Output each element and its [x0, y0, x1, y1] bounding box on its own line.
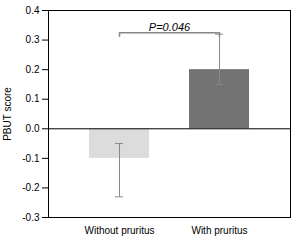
svg-text:-0.2: -0.2 [22, 182, 40, 193]
svg-text:-0.3: -0.3 [22, 212, 40, 223]
svg-text:P=0.046: P=0.046 [149, 21, 191, 33]
svg-text:0.1: 0.1 [26, 93, 40, 104]
svg-text:0.0: 0.0 [26, 123, 40, 134]
svg-text:-0.1: -0.1 [22, 153, 40, 164]
svg-text:0.4: 0.4 [26, 5, 40, 16]
svg-text:PBUT score: PBUT score [2, 87, 13, 141]
svg-text:Without pruritus: Without pruritus [84, 225, 154, 236]
svg-text:With pruritus: With pruritus [191, 225, 247, 236]
svg-text:0.2: 0.2 [26, 64, 40, 75]
svg-text:0.3: 0.3 [26, 34, 40, 45]
